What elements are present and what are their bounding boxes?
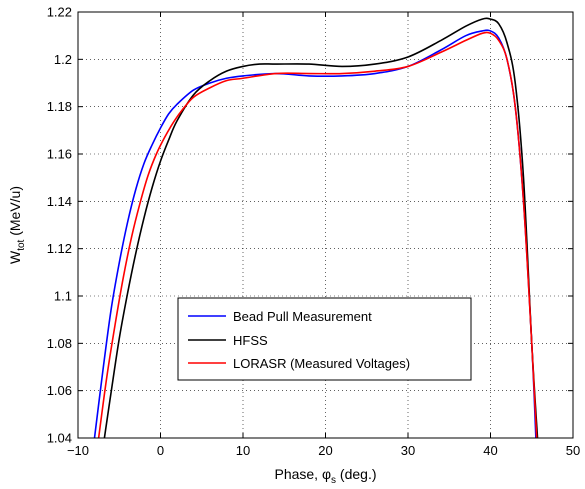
x-axis-label-sub: s	[331, 475, 336, 486]
y-tick-label: 1.16	[47, 147, 72, 162]
x-axis-label: Phase, φs (deg.)	[274, 466, 376, 486]
x-tick-label: 50	[566, 443, 580, 458]
x-tick-label: 20	[318, 443, 332, 458]
y-tick-label: 1.18	[47, 99, 72, 114]
y-tick-label: 1.1	[54, 289, 72, 304]
x-tick-label: −10	[67, 443, 89, 458]
y-tick-label: 1.14	[47, 194, 72, 209]
y-tick-label: 1.04	[47, 431, 72, 446]
x-axis-label-main: Phase,	[274, 466, 321, 482]
legend-label-hfss: HFSS	[233, 333, 268, 348]
y-axis-label-sub: tot	[16, 239, 27, 250]
x-axis-label-symbol: φ	[322, 466, 331, 482]
x-tick-label: 10	[236, 443, 250, 458]
y-tick-label: 1.22	[47, 5, 72, 20]
y-tick-label: 1.08	[47, 336, 72, 351]
axis-ticks: −10 0 10 20 30 40 50 1.04 1.06 1.08 1.1 1.12 1.14 1.1…	[47, 5, 581, 459]
y-axis-label-tail: (MeV/u)	[7, 186, 23, 240]
x-axis-label-tail: (deg.)	[336, 466, 376, 482]
legend-box	[177, 297, 472, 381]
grid	[78, 12, 573, 438]
y-tick-label: 1.12	[47, 241, 72, 256]
series-line-lorasr	[97, 31, 538, 439]
y-axis-label-main: W	[7, 250, 23, 264]
y-tick-label: 1.2	[54, 52, 72, 67]
x-tick-label: 0	[157, 443, 164, 458]
x-tick-label: 40	[483, 443, 497, 458]
legend-label-bead-pull: Bead Pull Measurement	[233, 309, 372, 324]
y-axis-label: Wtot (MeV/u)	[7, 186, 27, 264]
legend-label-lorasr: LORASR (Measured Voltages)	[233, 356, 410, 371]
y-tick-label: 1.06	[47, 383, 72, 398]
series-lines	[93, 17, 539, 439]
legend: Bead Pull Measurement HFSS LORASR (Measu…	[177, 297, 472, 381]
x-tick-label: 30	[401, 443, 415, 458]
series-line-hfss	[103, 17, 539, 439]
